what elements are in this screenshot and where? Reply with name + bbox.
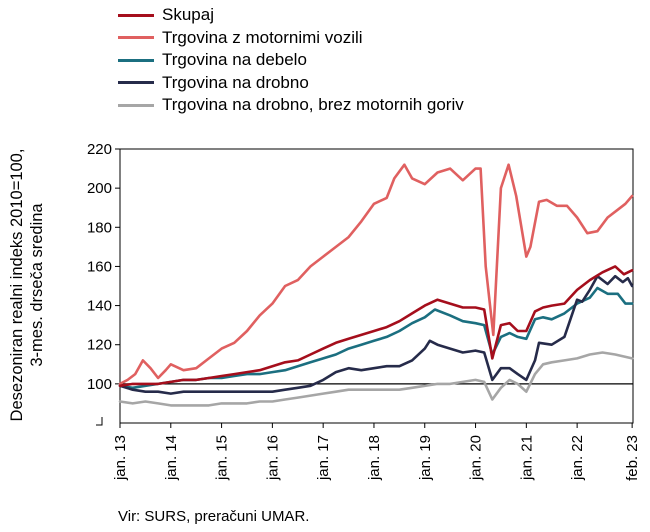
series-line <box>118 286 634 390</box>
legend-swatch <box>118 103 154 107</box>
series-line <box>118 274 634 395</box>
y-tick-label: 180 <box>87 219 112 236</box>
series-line <box>118 351 634 407</box>
legend-item: Trgovina na debelo <box>118 49 464 72</box>
x-tick-label: jan. 14 <box>163 435 180 481</box>
y-tick-label: 160 <box>87 258 112 275</box>
legend-swatch <box>118 36 154 40</box>
x-tick-label: jan. 13 <box>112 435 129 481</box>
legend-swatch <box>118 58 154 62</box>
legend-label: Trgovina z motornimi vozili <box>162 27 363 47</box>
legend-item: Trgovina z motornimi vozili <box>118 27 464 50</box>
x-tick-label: jan. 17 <box>315 435 332 481</box>
y-tick-label: 220 <box>87 141 112 158</box>
x-tick-label: feb. 23 <box>624 435 641 481</box>
x-tick-label: jan. 19 <box>417 435 434 481</box>
y-axis-label: Desezoniran realni indeks 2010=100, <box>8 149 26 422</box>
x-tick-label: jan. 21 <box>518 435 535 481</box>
legend-item: Trgovina na drobno <box>118 72 464 95</box>
x-tick-label: jan. 15 <box>214 435 231 481</box>
legend-swatch <box>118 13 154 17</box>
x-tick-label: jan. 16 <box>264 435 281 481</box>
legend-label: Trgovina na drobno <box>162 72 309 92</box>
x-tick-label: jan. 18 <box>366 435 383 481</box>
y-axis-label-line2: 3-mes. drseča sredina <box>28 203 46 367</box>
y-tick-label: 100 <box>87 376 112 393</box>
y-tick-label: 140 <box>87 298 112 315</box>
source-note: Vir: SURS, preračuni UMAR. <box>118 508 310 525</box>
plot-frame <box>119 148 634 424</box>
x-tick-label: jan. 20 <box>468 435 485 481</box>
series-line <box>118 265 634 388</box>
legend-label: Trgovina na debelo <box>162 50 307 70</box>
legend: Skupaj Trgovina z motornimi vozili Trgov… <box>118 4 464 117</box>
axis-break-mark <box>96 417 103 426</box>
x-tick-label: jan. 22 <box>569 435 586 481</box>
legend-label: Skupaj <box>162 5 214 25</box>
series-line <box>118 163 634 386</box>
y-tick-label: 120 <box>87 337 112 354</box>
legend-item: Trgovina na drobno, brez motornih goriv <box>118 94 464 117</box>
y-tick-label: 200 <box>87 180 112 197</box>
legend-swatch <box>118 81 154 85</box>
legend-label: Trgovina na drobno, brez motornih goriv <box>162 95 464 115</box>
axes: 100 120 140 160 180 200 220 jan. 13 jan. 14 jan. … <box>87 141 641 481</box>
series-lines <box>118 163 634 407</box>
legend-item: Skupaj <box>118 4 464 27</box>
